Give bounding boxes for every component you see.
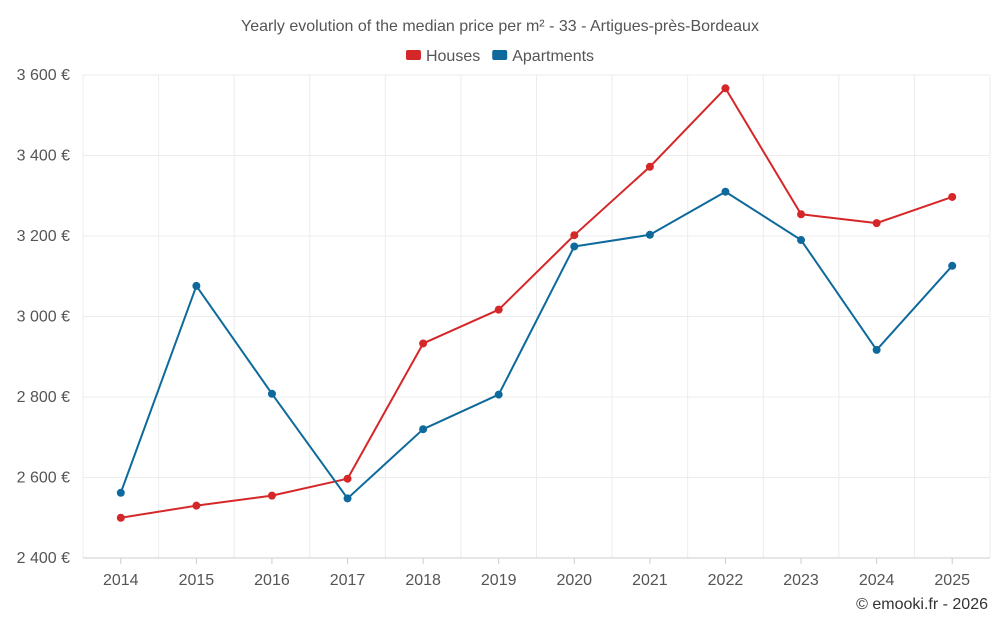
x-tick-label: 2018 — [405, 572, 441, 589]
data-point-houses[interactable] — [872, 219, 881, 228]
x-tick-label: 2021 — [632, 572, 668, 589]
legend-label: Apartments — [512, 48, 594, 65]
legend-label: Houses — [426, 48, 480, 65]
data-point-apartments[interactable] — [570, 242, 579, 251]
credit-text: © emooki.fr - 2026 — [856, 596, 988, 613]
x-tick-label: 2024 — [859, 572, 895, 589]
data-point-houses[interactable] — [267, 491, 276, 500]
series-group — [116, 84, 957, 522]
data-point-houses[interactable] — [948, 192, 957, 201]
legend-swatch — [492, 50, 508, 60]
x-tick-label: 2020 — [556, 572, 592, 589]
grid — [82, 74, 991, 559]
x-tick-label: 2022 — [708, 572, 744, 589]
data-point-apartments[interactable] — [192, 281, 201, 290]
legend[interactable]: Houses Apartments — [405, 48, 594, 65]
y-tick-label: 3 400 € — [17, 148, 70, 165]
x-axis: 2014 2015 2016 2017 2018 2019 2020 2021 2022 2023… — [83, 557, 990, 589]
y-tick-label: 3 200 € — [17, 228, 70, 245]
data-point-apartments[interactable] — [645, 230, 654, 239]
y-tick-label: 2 800 € — [17, 389, 70, 406]
data-point-apartments[interactable] — [116, 488, 125, 497]
y-axis: 2 400 € 2 600 € 2 800 € 3 000 € 3 200 € 3 400… — [17, 67, 70, 567]
data-point-houses[interactable] — [570, 231, 579, 240]
data-point-houses[interactable] — [419, 339, 428, 348]
data-point-apartments[interactable] — [797, 236, 806, 245]
data-point-houses[interactable] — [721, 84, 730, 93]
data-point-apartments[interactable] — [267, 389, 276, 398]
data-point-houses[interactable] — [116, 513, 125, 522]
series-line-apartments — [119, 190, 953, 500]
data-point-houses[interactable] — [645, 162, 654, 171]
data-point-apartments[interactable] — [948, 261, 957, 270]
x-tick-label: 2015 — [179, 572, 215, 589]
y-tick-label: 2 400 € — [17, 550, 70, 567]
legend-item-apartments[interactable]: Apartments — [492, 48, 594, 65]
data-point-houses[interactable] — [343, 474, 352, 483]
legend-swatch — [405, 50, 421, 60]
chart-title: Yearly evolution of the median price per… — [241, 18, 759, 35]
data-point-apartments[interactable] — [721, 187, 730, 196]
x-tick-label: 2014 — [103, 572, 139, 589]
data-point-houses[interactable] — [192, 501, 201, 510]
legend-item-houses[interactable]: Houses — [405, 48, 480, 65]
x-tick-label: 2023 — [783, 572, 819, 589]
x-tick-label: 2025 — [934, 572, 970, 589]
x-tick-label: 2016 — [254, 572, 290, 589]
y-tick-label: 2 600 € — [17, 470, 70, 487]
data-point-apartments[interactable] — [343, 494, 352, 503]
series-line-houses — [120, 87, 953, 519]
y-tick-label: 3 000 € — [17, 309, 70, 326]
data-point-houses[interactable] — [797, 210, 806, 219]
data-point-apartments[interactable] — [872, 345, 881, 354]
x-tick-label: 2019 — [481, 572, 517, 589]
x-tick-label: 2017 — [330, 572, 366, 589]
y-tick-label: 3 600 € — [17, 67, 70, 84]
data-point-apartments[interactable] — [419, 425, 428, 434]
data-point-houses[interactable] — [494, 305, 503, 314]
data-point-apartments[interactable] — [494, 390, 503, 399]
